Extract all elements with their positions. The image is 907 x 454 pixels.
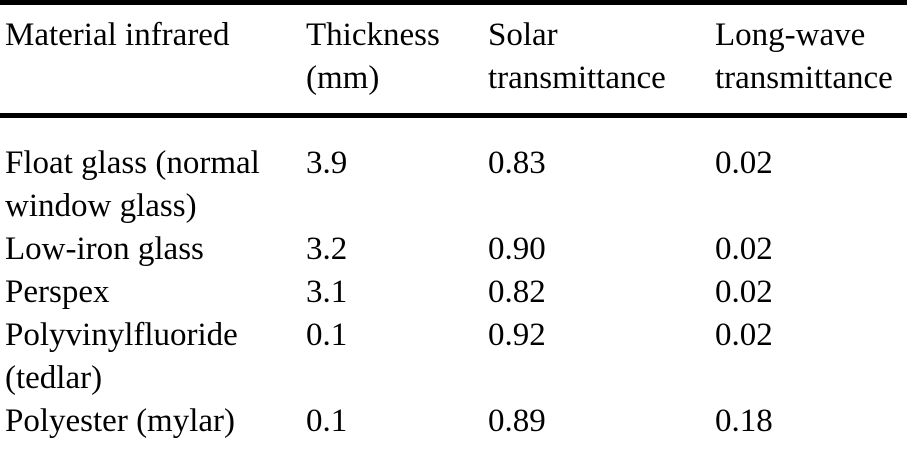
table-header: Material infrared Thickness (mm) Solar t… (0, 2, 907, 118)
cell-thickness: 0.1 (306, 403, 348, 439)
cell-material: Perspex (5, 274, 110, 310)
table-body: Float glass (normal window glass) 3.9 0.… (0, 116, 907, 444)
cell-material: Float glass (normal window glass) (5, 145, 260, 224)
table-row: Polyester (mylar) 0.1 0.89 0.18 (0, 400, 907, 443)
cell-thickness: 3.1 (306, 274, 348, 310)
cell-solar-transmittance: 0.90 (488, 231, 546, 267)
cell-solar-transmittance: 0.82 (488, 274, 546, 310)
header-row: Material infrared Thickness (mm) Solar t… (0, 2, 907, 118)
column-header-longwave-transmittance: Long-wave transmittance (715, 2, 907, 118)
table-row: Low-iron glass 3.2 0.90 0.02 (0, 228, 907, 271)
cell-longwave-transmittance: 0.02 (715, 274, 773, 310)
cell-solar-transmittance: 0.92 (488, 317, 546, 353)
cell-solar-transmittance: 0.83 (488, 145, 546, 181)
cell-solar-transmittance: 0.89 (488, 403, 546, 439)
cell-longwave-transmittance: 0.02 (715, 317, 773, 353)
cell-thickness: 3.2 (306, 231, 348, 267)
cell-longwave-transmittance: 0.02 (715, 145, 773, 181)
column-header-thickness: Thickness (mm) (306, 2, 488, 118)
column-header-solar-transmittance: Solar transmittance (488, 2, 715, 118)
column-header-material: Material infrared (0, 2, 306, 118)
glazing-transmittance-table: Material infrared Thickness (mm) Solar t… (0, 0, 907, 444)
cell-thickness: 3.9 (306, 145, 348, 181)
cell-longwave-transmittance: 0.02 (715, 231, 773, 267)
table-row: Perspex 3.1 0.82 0.02 (0, 271, 907, 314)
cell-thickness: 0.1 (306, 317, 348, 353)
cell-material: Polyester (mylar) (5, 403, 236, 439)
table-row: Polyvinylfluoride (tedlar) 0.1 0.92 0.02 (0, 314, 907, 400)
cell-material: Polyvinylfluoride (tedlar) (5, 317, 238, 396)
cell-material: Low-iron glass (5, 231, 204, 267)
table-row: Float glass (normal window glass) 3.9 0.… (0, 116, 907, 229)
cell-longwave-transmittance: 0.18 (715, 403, 773, 439)
